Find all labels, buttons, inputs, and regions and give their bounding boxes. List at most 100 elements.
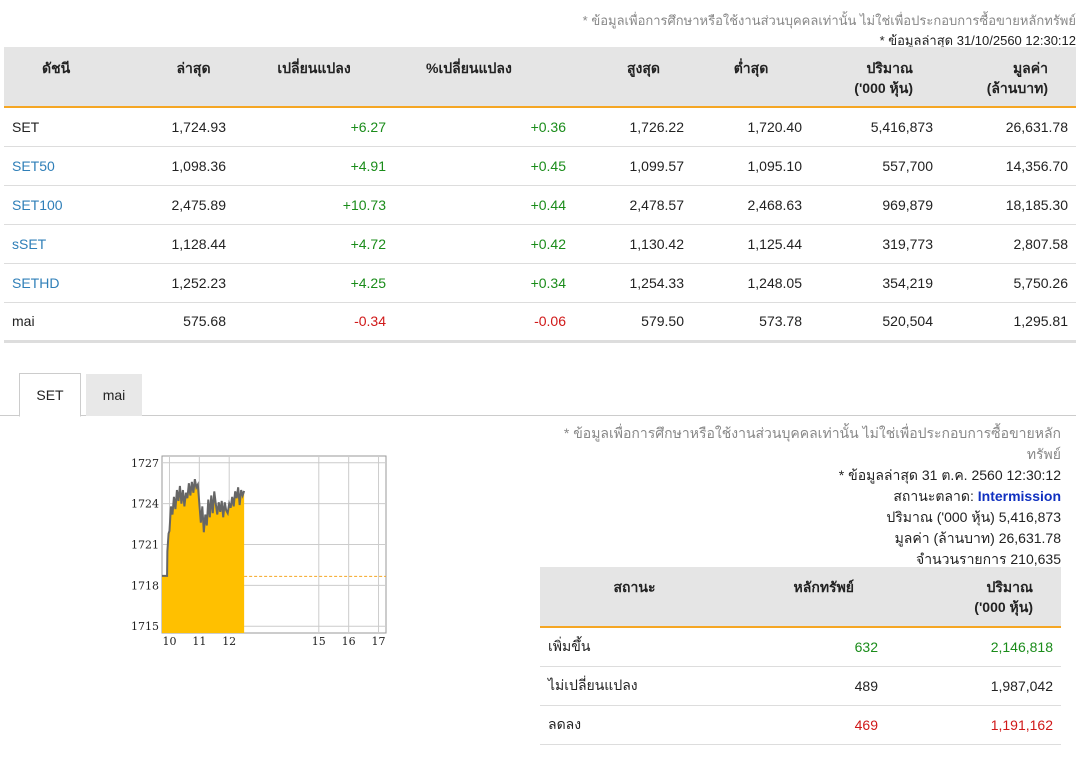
index-change: +4.72	[234, 224, 394, 264]
col-low: ต่ำสุด	[692, 47, 810, 108]
market-trades-label: จำนวนรายการ	[915, 551, 1007, 567]
index-value: 5,750.26	[941, 263, 1076, 303]
col-value-line2: (ล้านบาท)	[986, 80, 1048, 96]
index-row-set: SET 1,724.93 +6.27 +0.36 1,726.22 1,720.…	[4, 107, 1076, 147]
index-link-sethd[interactable]: SETHD	[4, 263, 124, 303]
market-status-label: สถานะตลาด:	[893, 488, 974, 504]
index-high: 2,478.57	[574, 185, 692, 225]
market-disclaimer: * ข้อมูลเพื่อการศึกษาหรือใช้งานส่วนบุคคล…	[563, 425, 1061, 462]
chart-area-fill	[162, 479, 245, 633]
index-value: 1,295.81	[941, 302, 1076, 343]
index-last: 2,475.89	[124, 185, 234, 225]
status-row-advance: เพิ่มขึ้น 632 2,146,818	[540, 627, 1061, 667]
index-link-sset[interactable]: sSET	[4, 224, 124, 264]
col-index: ดัชนี	[4, 47, 124, 108]
index-value: 18,185.30	[941, 185, 1076, 225]
col-last: ล่าสุด	[124, 47, 234, 108]
market-trades-value: 210,635	[1010, 551, 1061, 567]
index-link-set100[interactable]: SET100	[4, 185, 124, 225]
col-volume-line1: ปริมาณ	[866, 60, 913, 76]
index-table-header: ดัชนี ล่าสุด เปลี่ยนแปลง %เปลี่ยนแปลง สู…	[4, 47, 1076, 108]
index-last: 1,098.36	[124, 146, 234, 186]
status-volume: 2,146,818	[886, 627, 1061, 667]
index-volume: 969,879	[810, 185, 941, 225]
index-change: +6.27	[234, 107, 394, 147]
chart-y-tick-label: 1715	[131, 620, 159, 633]
col-securities: หลักทรัพย์	[730, 567, 886, 628]
market-value-value: 26,631.78	[998, 530, 1061, 546]
market-volume-value: 5,416,873	[998, 509, 1061, 525]
chart-x-tick-label: 12	[222, 635, 236, 648]
status-label: ไม่เปลี่ยนแปลง	[540, 666, 730, 706]
market-tabs: SET mai	[0, 373, 1076, 417]
chart-y-tick-label: 1727	[131, 457, 159, 470]
chart-price-line	[162, 478, 246, 577]
index-value: 14,356.70	[941, 146, 1076, 186]
index-row-mai: mai 575.68 -0.34 -0.06 579.50 573.78 520…	[4, 302, 1076, 343]
market-value-label: มูลค่า (ล้านบาท)	[894, 530, 995, 546]
index-low: 1,095.10	[692, 146, 810, 186]
index-row-set100: SET100 2,475.89 +10.73 +0.44 2,478.57 2,…	[4, 185, 1076, 225]
chart-y-tick-label: 1724	[131, 498, 159, 511]
index-last: 1,128.44	[124, 224, 234, 264]
chart-y-tick-label: 1721	[131, 539, 159, 552]
index-volume: 5,416,873	[810, 107, 941, 147]
market-status-value: Intermission	[977, 488, 1061, 504]
index-name: mai	[4, 302, 124, 343]
col-change: เปลี่ยนแปลง	[234, 47, 394, 108]
index-high: 1,099.57	[574, 146, 692, 186]
market-volume: ปริมาณ ('000 หุ้น) 5,416,873	[541, 507, 1061, 528]
status-securities: 469	[730, 705, 886, 745]
index-link-set50[interactable]: SET50	[4, 146, 124, 186]
market-volume-label: ปริมาณ ('000 หุ้น)	[886, 509, 995, 525]
index-high: 1,254.33	[574, 263, 692, 303]
chart-y-tick-label: 1718	[131, 579, 159, 592]
col-status-volume-line1: ปริมาณ	[986, 579, 1033, 595]
index-volume: 354,219	[810, 263, 941, 303]
col-value-line1: มูลค่า	[1012, 60, 1048, 76]
index-table: ดัชนี ล่าสุด เปลี่ยนแปลง %เปลี่ยนแปลง สู…	[4, 47, 1076, 343]
status-volume: 1,987,042	[886, 666, 1061, 706]
advance-decline-header: สถานะ หลักทรัพย์ ปริมาณ ('000 หุ้น)	[540, 567, 1061, 628]
last-updated-top: * ข้อมูลล่าสุด 31/10/2560 12:30:12	[879, 33, 1076, 48]
status-securities: 632	[730, 627, 886, 667]
index-value: 2,807.58	[941, 224, 1076, 264]
index-low: 1,125.44	[692, 224, 810, 264]
index-high: 579.50	[574, 302, 692, 343]
tab-set[interactable]: SET	[19, 373, 81, 417]
index-change: +4.91	[234, 146, 394, 186]
status-label: เพิ่มขึ้น	[540, 627, 730, 667]
status-securities: 489	[730, 666, 886, 706]
index-low: 2,468.63	[692, 185, 810, 225]
market-status: สถานะตลาด: Intermission	[541, 486, 1061, 507]
index-low: 1,720.40	[692, 107, 810, 147]
col-pct-change: %เปลี่ยนแปลง	[394, 47, 574, 108]
index-name: SET	[4, 107, 124, 147]
tab-mai[interactable]: mai	[86, 374, 142, 416]
index-volume: 557,700	[810, 146, 941, 186]
chart-x-tick-label: 15	[312, 635, 326, 648]
disclaimer-top: * ข้อมูลเพื่อการศึกษาหรือใช้งานส่วนบุคคล…	[582, 13, 1076, 28]
index-high: 1,726.22	[574, 107, 692, 147]
status-row-unchanged: ไม่เปลี่ยนแปลง 489 1,987,042	[540, 666, 1061, 706]
index-row-sset: sSET 1,128.44 +4.72 +0.42 1,130.42 1,125…	[4, 224, 1076, 264]
status-label: ลดลง	[540, 705, 730, 745]
status-row-decline: ลดลง 469 1,191,162	[540, 705, 1061, 745]
index-volume: 520,504	[810, 302, 941, 343]
index-low: 573.78	[692, 302, 810, 343]
index-pct-change: +0.34	[394, 263, 574, 303]
index-pct-change: +0.45	[394, 146, 574, 186]
index-row-set50: SET50 1,098.36 +4.91 +0.45 1,099.57 1,09…	[4, 146, 1076, 186]
chart-x-tick-label: 16	[342, 635, 356, 648]
index-volume: 319,773	[810, 224, 941, 264]
chart-x-tick-label: 17	[372, 635, 386, 648]
index-change: +10.73	[234, 185, 394, 225]
col-status-volume-line2: ('000 หุ้น)	[974, 599, 1033, 615]
index-last: 1,252.23	[124, 263, 234, 303]
index-value: 26,631.78	[941, 107, 1076, 147]
chart-x-tick-label: 11	[192, 635, 206, 648]
index-high: 1,130.42	[574, 224, 692, 264]
market-updated: * ข้อมูลล่าสุด 31 ต.ค. 2560 12:30:12	[838, 467, 1061, 483]
index-change: -0.34	[234, 302, 394, 343]
